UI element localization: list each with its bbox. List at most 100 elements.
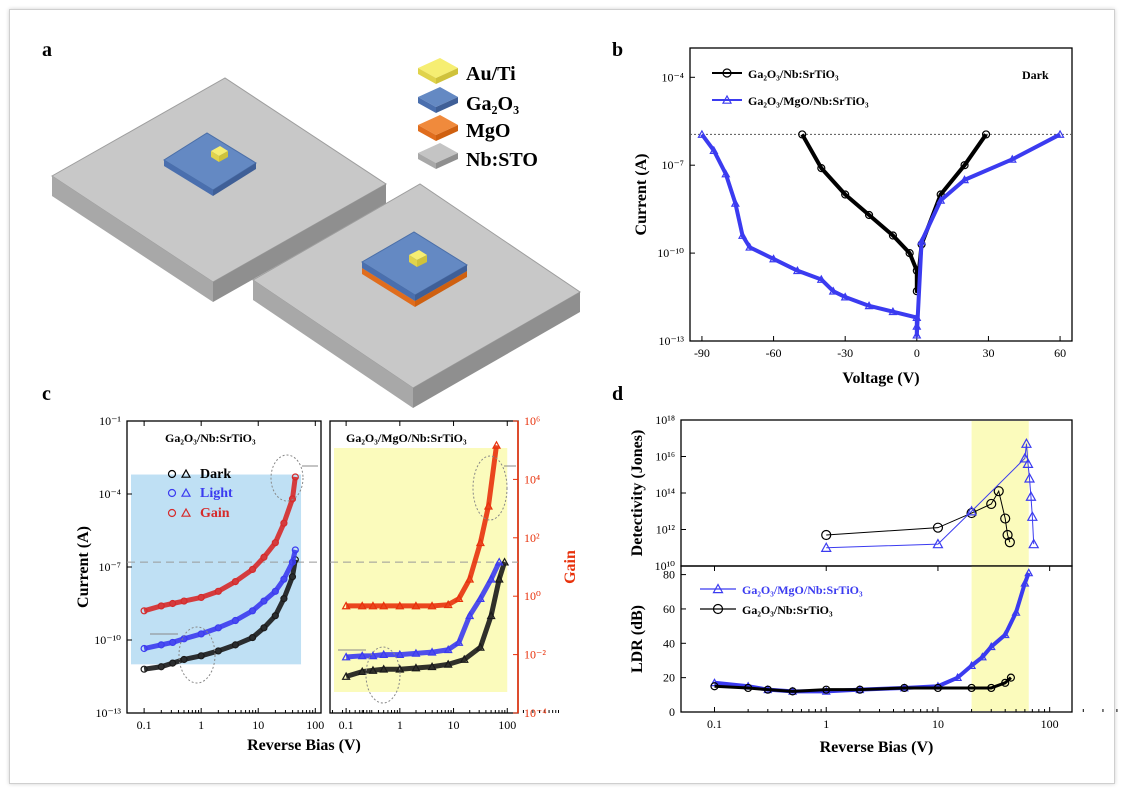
chart-d-bottom-frame (680, 565, 1073, 713)
chart-d-top-point (1022, 458, 1034, 468)
chart-b-point (721, 169, 731, 178)
chart-c-left-point (157, 663, 165, 671)
chart-c-left-point (169, 638, 177, 647)
chart-d-bottom-point (710, 682, 719, 691)
legend-swatch-mgo (418, 115, 458, 141)
chart-d-bottom-point (986, 641, 996, 651)
chart-b-xtick-label: 60 (1054, 346, 1066, 360)
chart-d-bottom-point (977, 652, 987, 661)
chart-b-xtick-label: 0 (914, 346, 920, 360)
chart-c-left-point (197, 630, 205, 638)
chart-c-right-xtick-label: 1 (397, 718, 403, 732)
chart-c-left-point (180, 597, 188, 605)
chart-d-bottom-legend-marker (712, 603, 724, 615)
chart-b-point (864, 301, 874, 310)
chart-d-top-ytick-label: 10¹⁸ (655, 413, 675, 427)
chart-c-right-point (427, 601, 437, 610)
chart-c-right-y2tick-label: 10⁻² (524, 648, 546, 662)
chart-c-right-y2tick-label: 10⁶ (524, 414, 540, 428)
chart-d-bottom-point (744, 683, 753, 693)
chart-c-right-point (443, 659, 453, 668)
chart-c-left-point (214, 587, 222, 595)
chart-d-bottom-ylabel: LDR (dB) (629, 605, 646, 673)
chart-d-bottom-point (1024, 568, 1034, 577)
chart-d-top-ytick-label: 10¹⁶ (655, 450, 675, 464)
chart-c-left-point (157, 641, 165, 649)
legend-label-au-ti: Au/Ti (466, 63, 516, 85)
chart-b-point (960, 161, 969, 170)
chart-c-left-ytick-label: 10⁻¹ (99, 414, 121, 428)
chart-d-bottom-point (1006, 673, 1016, 682)
chart-d-top-ytick-label: 10¹⁰ (655, 559, 676, 573)
chart-c-right-point (368, 601, 378, 610)
chart-d-ldr: 0.1 1 10 100 0 20 40 60 80 Ga₂O₃/MgO/Nb:SrTiO₃ Ga₂… (629, 565, 1118, 756)
chart-c-right-point (491, 440, 502, 449)
chart-c-left-series-line-1 (143, 549, 298, 651)
chart-c-left-legend-triangle (180, 487, 192, 497)
chart-c-left-ytick-label: 10⁻⁷ (98, 560, 121, 574)
chart-b-point (769, 254, 779, 263)
chart-b-point (1007, 154, 1017, 163)
chart-d-bottom-point (1011, 607, 1021, 616)
chart-c-left-legend-circle (167, 469, 177, 479)
chart-d-bottom-point (1020, 578, 1030, 587)
chart-d-bottom-xtick-label: 1 (823, 717, 829, 731)
chart-d-top-series-line-1 (826, 443, 1035, 549)
chart-b-ytick-label: 10⁻⁷ (661, 158, 684, 172)
chart-d-bottom-xtick-label: 100 (1041, 717, 1059, 731)
chart-d-bottom-point (953, 672, 963, 682)
chart-c-left-point (248, 607, 257, 615)
chart-b-point (840, 292, 850, 301)
chart-d-bottom-legend-label: Ga₂O₃/Nb:SrTiO₃ (742, 603, 833, 617)
chart-c-left-ellipse (178, 626, 216, 684)
chart-c-left-point (260, 553, 268, 561)
chart-c-right-point (357, 666, 367, 676)
chart-b-xtick-label: -90 (694, 346, 710, 360)
chart-b-point (697, 129, 707, 138)
chart-b-ylabel: Current (A) (633, 154, 650, 236)
chart-d-bottom-legend-marker (712, 583, 724, 594)
chart-b-point (816, 274, 826, 283)
chart-d-top-point (1023, 472, 1036, 483)
chart-c-left-point (140, 644, 148, 653)
chart-c-left-highlight (131, 474, 302, 665)
chart-d-bottom-point (1001, 678, 1010, 687)
chart-c-right-point (357, 601, 367, 610)
chart-d-bottom-point (900, 683, 909, 693)
chart-c-left-point (280, 575, 288, 583)
chart-b-point (912, 321, 922, 330)
chart-c-right-point (465, 574, 475, 583)
chart-c-left-point (248, 633, 257, 642)
chart-b-point (817, 164, 826, 173)
chart-c-right-point (483, 501, 493, 510)
chart-b-point (709, 145, 719, 154)
chart-b-legend-label: Ga₂O₃/MgO/Nb:SrTiO₃ (748, 94, 869, 108)
chart-d-top-point (966, 507, 977, 519)
chart-d-bottom-series-line-1 (714, 676, 1012, 693)
chart-c-left-point (291, 473, 299, 481)
chart-b-xlabel: Voltage (V) (842, 370, 919, 387)
chart-c-left-point (169, 599, 177, 608)
chart-d-detectivity: 10¹⁰ 10¹² 10¹⁴ 10¹⁶ 10¹⁸ Detectivity (Jones) (629, 413, 1073, 573)
chart-c-left-legend-circle (167, 508, 177, 518)
chart-c-right-point (379, 664, 389, 673)
chart-c-left-point (231, 616, 240, 625)
chart-c-right-point (395, 664, 405, 673)
chart-d-bottom-point (967, 683, 976, 693)
chart-b-point (936, 195, 946, 204)
chart-c-right-point (475, 537, 485, 547)
chart-c-right-y2tick-label: 10⁴ (524, 472, 540, 486)
chart-c-right-point (475, 593, 485, 603)
chart-b-series-line-0 (800, 133, 988, 294)
chart-c-right-point (411, 601, 421, 610)
chart-c-right-point (465, 610, 475, 620)
chart-d-top-series-line-0 (826, 489, 1011, 543)
panel-label-d: d (612, 383, 623, 405)
chart-d-xlabel: Reverse Bias (V) (820, 739, 934, 756)
chart-c-right-point (427, 647, 437, 656)
device-schematic-left (51, 77, 387, 302)
chart-b-legend-marker (721, 94, 733, 104)
chart-c-left-point (288, 558, 297, 566)
panel-label-a: a (42, 39, 52, 61)
